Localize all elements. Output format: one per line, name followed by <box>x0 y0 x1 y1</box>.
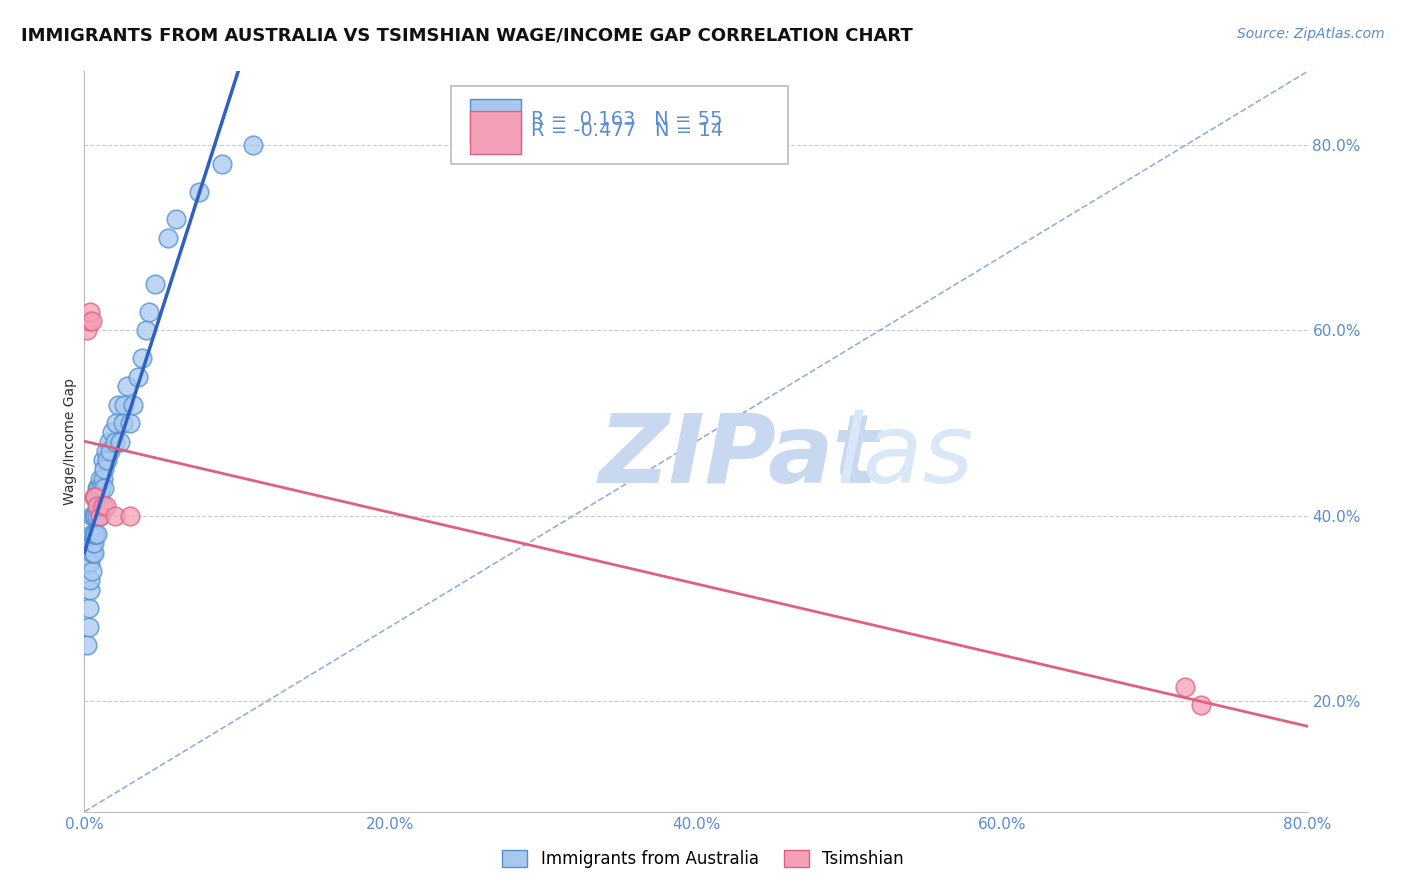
Point <box>84 527 107 541</box>
Point <box>165 212 187 227</box>
FancyBboxPatch shape <box>470 111 522 154</box>
Point <box>87 481 110 495</box>
Point <box>127 369 149 384</box>
Point <box>77 619 100 633</box>
Point <box>104 434 127 449</box>
Point <box>135 324 157 338</box>
Point <box>84 508 107 523</box>
Point <box>86 508 108 523</box>
Point <box>138 305 160 319</box>
FancyBboxPatch shape <box>451 87 787 164</box>
Point <box>89 471 111 485</box>
Point <box>157 231 180 245</box>
Point <box>122 398 145 412</box>
Point <box>79 582 101 597</box>
Point <box>86 527 108 541</box>
Point <box>93 462 115 476</box>
Point <box>188 185 211 199</box>
Point <box>79 305 101 319</box>
Point <box>83 490 105 504</box>
Point <box>84 490 107 504</box>
Text: Source: ZipAtlas.com: Source: ZipAtlas.com <box>1237 27 1385 41</box>
Point <box>83 527 105 541</box>
Point <box>86 481 108 495</box>
Point <box>90 481 112 495</box>
Point <box>89 508 111 523</box>
Point <box>89 508 111 523</box>
Text: las: las <box>837 409 974 503</box>
Point <box>104 508 127 523</box>
Y-axis label: Wage/Income Gap: Wage/Income Gap <box>63 378 77 505</box>
Point <box>79 555 101 569</box>
Point <box>108 434 131 449</box>
Point <box>83 536 105 550</box>
Point <box>101 425 124 440</box>
Point <box>80 546 103 560</box>
Point <box>111 416 134 430</box>
Point <box>76 324 98 338</box>
Point <box>120 416 142 430</box>
Point <box>86 500 108 514</box>
Point <box>83 508 105 523</box>
Text: R =  0.163   N = 55: R = 0.163 N = 55 <box>531 110 723 129</box>
Point <box>84 490 107 504</box>
Point <box>98 443 121 458</box>
Point <box>80 564 103 578</box>
FancyBboxPatch shape <box>470 100 522 144</box>
Point <box>120 508 142 523</box>
Point <box>76 638 98 652</box>
Point <box>242 138 264 153</box>
Point <box>80 508 103 523</box>
Point <box>143 277 166 292</box>
Text: at: at <box>766 409 879 503</box>
Text: R = -0.477   N = 14: R = -0.477 N = 14 <box>531 121 723 140</box>
Point <box>77 314 100 328</box>
Point <box>80 314 103 328</box>
Point <box>89 490 111 504</box>
Text: ZIP: ZIP <box>598 409 776 503</box>
Point <box>93 481 115 495</box>
Point <box>91 471 114 485</box>
Point <box>79 574 101 588</box>
Point <box>91 500 114 514</box>
Point <box>112 398 135 412</box>
Point <box>1174 680 1197 694</box>
Point <box>105 416 128 430</box>
Point <box>83 546 105 560</box>
Point <box>94 443 117 458</box>
Point <box>97 434 120 449</box>
Point <box>87 500 110 514</box>
Point <box>1189 698 1212 713</box>
Point <box>80 536 103 550</box>
Text: IMMIGRANTS FROM AUSTRALIA VS TSIMSHIAN WAGE/INCOME GAP CORRELATION CHART: IMMIGRANTS FROM AUSTRALIA VS TSIMSHIAN W… <box>21 27 912 45</box>
Point <box>80 527 103 541</box>
Legend: Immigrants from Australia, Tsimshian: Immigrants from Australia, Tsimshian <box>496 843 910 875</box>
Point <box>94 500 117 514</box>
Point <box>211 157 233 171</box>
Point <box>107 398 129 412</box>
Point <box>77 601 100 615</box>
Point <box>91 453 114 467</box>
Point <box>131 351 153 366</box>
Point <box>96 453 118 467</box>
Point <box>115 379 138 393</box>
